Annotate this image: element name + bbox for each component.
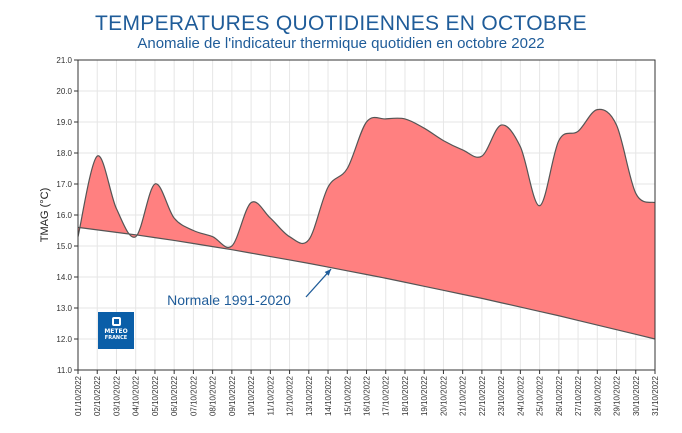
- y-tick-label: 11.0: [57, 366, 73, 375]
- y-tick-label: 19.0: [56, 118, 72, 127]
- x-tick-label: 12/10/2022: [286, 375, 295, 416]
- x-tick-label: 03/10/2022: [112, 375, 121, 416]
- x-tick-label: 09/10/2022: [228, 375, 237, 416]
- x-tick-label: 04/10/2022: [132, 375, 141, 416]
- x-tick-label: 10/10/2022: [247, 375, 256, 416]
- x-tick-label: 23/10/2022: [497, 375, 506, 416]
- x-tick-label: 08/10/2022: [209, 375, 218, 416]
- x-tick-label: 20/10/2022: [439, 375, 448, 416]
- y-tick-label: 12.0: [56, 335, 72, 344]
- series-line-normale: [77, 226, 656, 340]
- series-line-tmag: [77, 108, 656, 248]
- x-tick-label: 13/10/2022: [305, 375, 314, 416]
- y-tick-label: 18.0: [56, 149, 72, 158]
- y-tick-label: 21.0: [56, 56, 72, 65]
- x-tick-label: 07/10/2022: [189, 375, 198, 416]
- logo-line1: METEO: [104, 328, 128, 335]
- x-tick-label: 05/10/2022: [151, 375, 160, 416]
- x-tick-label: 01/10/2022: [74, 375, 83, 416]
- x-tick-label: 25/10/2022: [536, 375, 545, 416]
- anomaly-area: [78, 109, 655, 339]
- y-tick-label: 16.0: [56, 211, 72, 220]
- meteo-france-logo: METEO FRANCE: [98, 312, 134, 349]
- x-tick-label: 22/10/2022: [478, 375, 487, 416]
- x-tick-label: 11/10/2022: [266, 375, 275, 415]
- x-tick-label: 02/10/2022: [93, 375, 102, 416]
- logo-icon: [111, 317, 121, 326]
- x-tick-label: 06/10/2022: [170, 375, 179, 416]
- y-tick-label: 13.0: [56, 304, 72, 313]
- x-tick-label: 21/10/2022: [459, 375, 468, 416]
- x-tick-label: 31/10/2022: [651, 375, 660, 416]
- chart-subtitle: Anomalie de l'indicateur thermique quoti…: [137, 35, 545, 52]
- x-tick-label: 26/10/2022: [555, 375, 564, 416]
- y-tick-label: 17.0: [56, 180, 72, 189]
- y-tick-label: 14.0: [56, 273, 72, 282]
- y-tick-label: 20.0: [56, 87, 72, 96]
- x-tick-label: 28/10/2022: [593, 375, 602, 416]
- x-tick-label: 19/10/2022: [420, 375, 429, 416]
- y-tick-label: 15.0: [56, 242, 72, 251]
- y-axis-label: TMAG (°C): [39, 188, 51, 243]
- annotation-label-normale: Normale 1991-2020: [167, 292, 291, 308]
- x-tick-label: 24/10/2022: [516, 375, 525, 416]
- x-tick-label: 30/10/2022: [632, 375, 641, 416]
- x-tick-label: 15/10/2022: [343, 375, 352, 416]
- x-tick-label: 16/10/2022: [363, 375, 372, 416]
- annotation-arrow-head: [324, 269, 332, 276]
- x-tick-label: 29/10/2022: [613, 375, 622, 416]
- x-tick-label: 18/10/2022: [401, 375, 410, 416]
- x-tick-label: 14/10/2022: [324, 375, 333, 416]
- x-tick-label: 17/10/2022: [382, 375, 391, 416]
- x-tick-label: 27/10/2022: [574, 375, 583, 416]
- chart-title: TEMPERATURES QUOTIDIENNES EN OCTOBRE: [95, 12, 587, 35]
- logo-line2: FRANCE: [104, 335, 128, 341]
